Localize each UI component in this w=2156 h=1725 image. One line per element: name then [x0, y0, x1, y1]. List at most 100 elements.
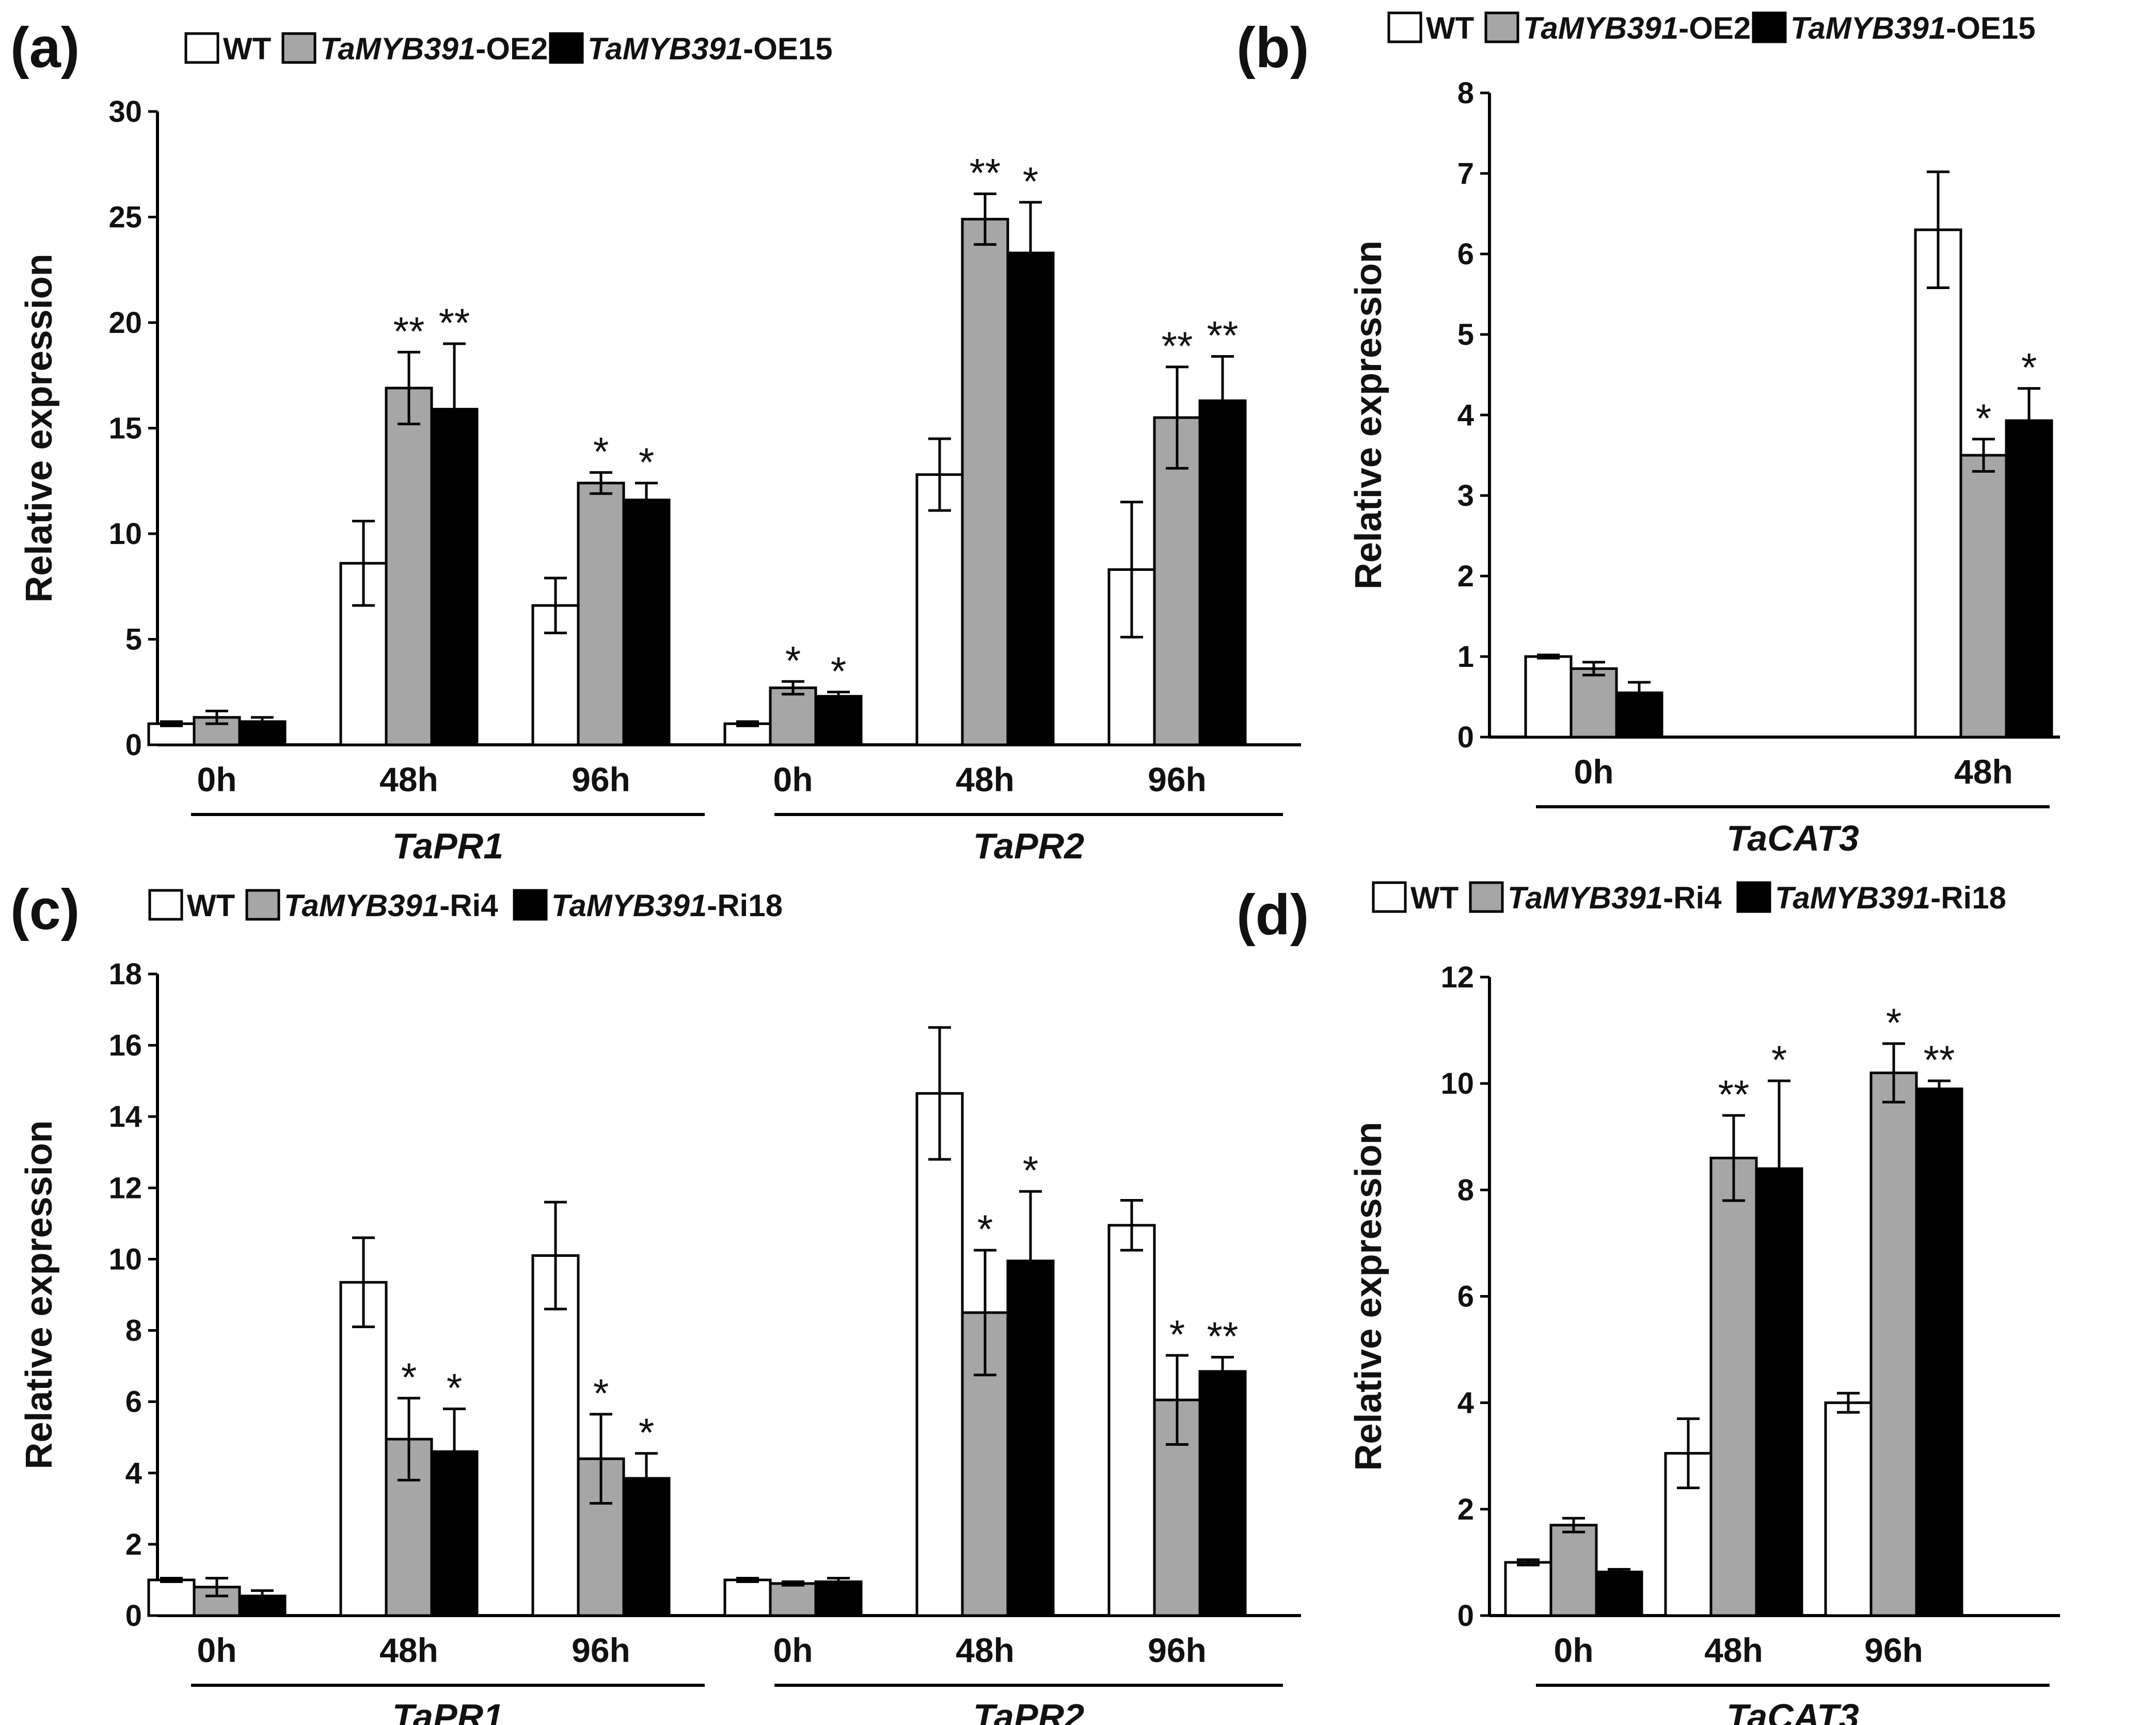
bar: [814, 1580, 863, 1617]
significance-mark: *: [593, 1370, 609, 1416]
legend-swatch: [245, 889, 280, 921]
legend-label: TaMYB391-OE15: [1790, 11, 2036, 45]
significance-mark: **: [439, 300, 470, 345]
legend-label: TaMYB391-OE2: [1523, 11, 1751, 45]
bar: [147, 1578, 196, 1617]
x-tick-label: 48h: [379, 1631, 438, 1669]
bar: [1524, 655, 1573, 739]
x-tick-label: 0h: [1553, 1631, 1593, 1669]
bar: [1570, 667, 1618, 739]
x-tick-label: 96h: [1148, 760, 1207, 798]
x-tick-label: 0h: [1574, 753, 1613, 791]
bar: [769, 686, 817, 746]
y-axis-label: Relative expression: [19, 253, 60, 602]
y-tick-label: 3: [1457, 479, 1474, 513]
bar: [2005, 419, 2053, 739]
y-tick-label: 0: [1457, 1599, 1474, 1633]
legend-label: TaMYB391-Ri4: [284, 888, 498, 923]
significance-mark: **: [393, 308, 425, 354]
legend-label: WT: [1426, 11, 1474, 45]
bar: [1959, 454, 2008, 739]
significance-mark: *: [1023, 158, 1038, 204]
y-tick-label: 10: [108, 1242, 142, 1276]
y-tick-label: 5: [125, 623, 142, 657]
bar: [1869, 1072, 1918, 1617]
y-tick-label: 12: [108, 1171, 142, 1205]
significance-mark: **: [1924, 1037, 1955, 1082]
panel-label: (d): [1236, 883, 1309, 947]
x-tick-label: 96h: [1148, 1631, 1207, 1669]
x-tick-label: 0h: [197, 760, 236, 798]
legend-label: WT: [223, 31, 271, 66]
y-tick-label: 2: [1457, 1493, 1474, 1526]
significance-mark: *: [831, 648, 846, 694]
y-tick-label: 6: [125, 1385, 142, 1419]
legend-swatch: [148, 889, 183, 921]
y-tick-label: 8: [125, 1314, 142, 1348]
y-tick-label: 8: [1457, 76, 1474, 110]
x-tick-label: 48h: [379, 760, 438, 798]
bar: [577, 482, 625, 746]
legend-swatch: [281, 32, 316, 64]
x-tick-label: 48h: [1704, 1631, 1763, 1669]
panel-label: (a): [10, 16, 80, 79]
legend-label: TaMYB391-Ri4: [1508, 881, 1722, 915]
legend-swatch: [1736, 881, 1771, 913]
bar: [1549, 1524, 1598, 1617]
significance-mark: *: [401, 1354, 417, 1400]
bar: [1504, 1561, 1552, 1617]
y-tick-label: 4: [1457, 1386, 1474, 1420]
bar: [961, 218, 1009, 746]
x-tick-label: 0h: [773, 1631, 813, 1669]
bar: [1915, 1087, 1963, 1617]
y-tick-label: 10: [108, 517, 142, 551]
bar: [1107, 568, 1156, 746]
bar: [531, 1254, 580, 1617]
group-label: TaPR2: [973, 1697, 1084, 1725]
group-label: TaPR2: [973, 826, 1084, 866]
x-tick-label: 48h: [956, 760, 1014, 798]
significance-mark: **: [970, 150, 1001, 196]
panel-0: (a) 0 5 10 15 20 25 30 Relative expression WT TaMY…: [10, 16, 1301, 866]
legend-swatch: [1387, 11, 1422, 43]
legend-swatch: [1469, 881, 1504, 913]
y-axis-label: Relative expression: [1348, 1122, 1389, 1471]
panel-label: (b): [1236, 16, 1309, 79]
y-tick-label: 5: [1457, 318, 1474, 352]
bar: [1595, 1570, 1643, 1617]
y-tick-label: 7: [1457, 157, 1474, 190]
legend-swatch: [513, 889, 548, 921]
significance-mark: *: [1169, 1312, 1185, 1357]
y-tick-label: 15: [108, 412, 142, 445]
significance-mark: *: [1886, 1000, 1901, 1045]
significance-mark: *: [593, 428, 609, 474]
legend-swatch: [549, 32, 584, 64]
y-tick-label: 2: [125, 1528, 142, 1561]
bar: [769, 1582, 817, 1617]
significance-mark: **: [1207, 1313, 1239, 1359]
legend-label: TaMYB391-OE2: [320, 31, 548, 66]
significance-mark: *: [447, 1365, 462, 1410]
bar: [1107, 1224, 1156, 1617]
significance-mark: *: [639, 1410, 654, 1455]
y-tick-label: 0: [1457, 721, 1474, 754]
significance-mark: *: [2021, 345, 2037, 390]
y-tick-label: 16: [108, 1029, 142, 1062]
group-label: TaPR1: [392, 826, 503, 866]
significance-mark: **: [1162, 323, 1193, 369]
y-tick-label: 1: [1457, 640, 1474, 674]
y-tick-label: 6: [1457, 1280, 1474, 1314]
x-tick-label: 0h: [773, 760, 813, 798]
x-tick-label: 48h: [1954, 753, 2013, 791]
legend-label: WT: [187, 888, 235, 923]
x-tick-label: 96h: [572, 760, 630, 798]
bar: [622, 499, 671, 746]
panel-1: (b) 0 1 2 3 4 5 6 7 8 Relative expression WT TaMYB39…: [1236, 11, 2060, 858]
y-axis-label: Relative expression: [19, 1120, 60, 1469]
significance-mark: *: [1023, 1147, 1038, 1193]
bar: [915, 473, 964, 746]
y-tick-label: 8: [1457, 1173, 1474, 1207]
y-tick-label: 0: [125, 728, 142, 762]
legend-label: TaMYB391-Ri18: [551, 888, 783, 923]
